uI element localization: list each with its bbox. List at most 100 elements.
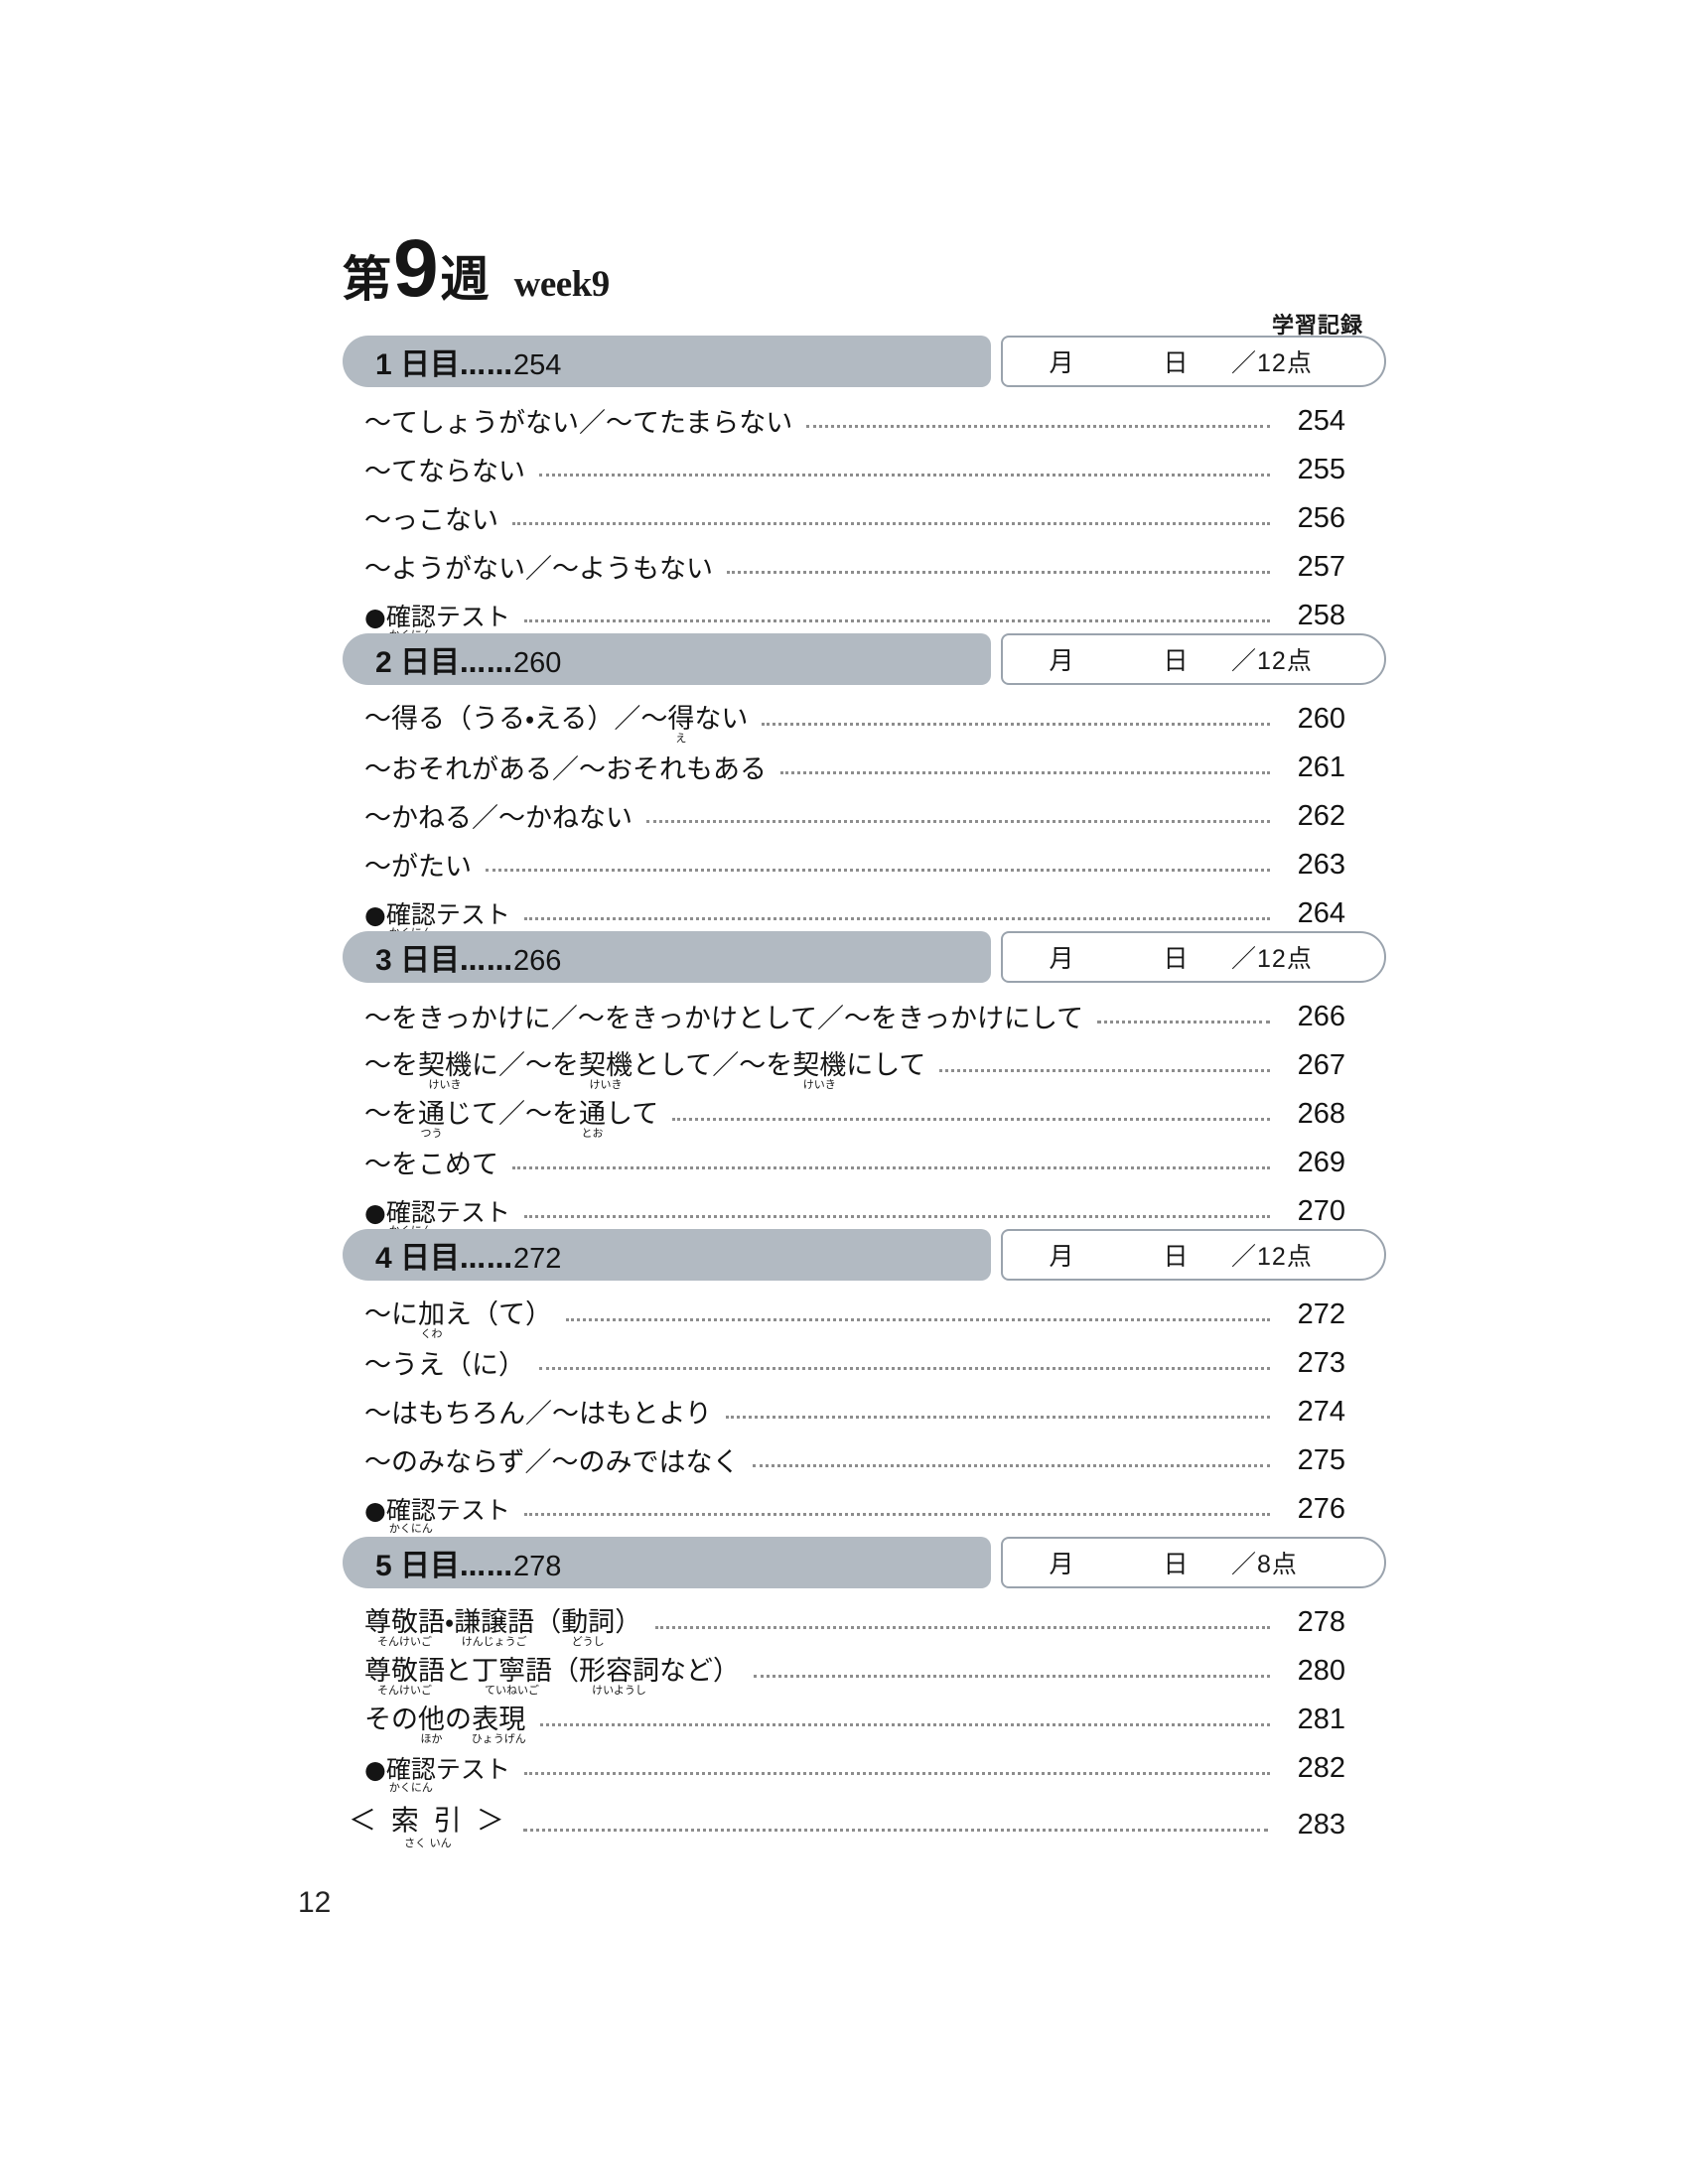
index-row[interactable]: ＜ 索 引 ＞さく いん 283 (343, 1799, 1345, 1849)
entry-row[interactable]: ～かねる／～かねない 262 (343, 792, 1345, 841)
day-header-label: 1 日目……254 (375, 340, 561, 383)
day-block: 4 日目……272 月日／12点 ～に加くわえ（て） 272 ～うえ（に） 273 ～はもち… (343, 1229, 1386, 1534)
score-field[interactable]: ／12点 (1231, 343, 1348, 379)
leader-dots (486, 869, 1270, 872)
day-field[interactable]: 日 (1163, 646, 1189, 675)
entry-title: ～がたい (364, 852, 472, 883)
score-field[interactable]: ／12点 (1231, 939, 1348, 975)
day-start-page: 272 (513, 1243, 562, 1275)
day-header-bar[interactable]: 3 日目……266 (343, 931, 991, 983)
day-field[interactable]: 日 (1163, 1550, 1189, 1578)
entry-page-number: 276 (1297, 1493, 1345, 1525)
entry-row[interactable]: ～おそれがある／～おそれもある 261 (343, 744, 1345, 792)
score-field[interactable]: ／8点 (1231, 1545, 1348, 1580)
entry-title: ～を通つうじて／～を通とおして (364, 1099, 659, 1140)
test-entry-row[interactable]: ●確認かくにんテスト 282 (343, 1744, 1345, 1793)
entry-title: ●確認かくにんテスト (364, 1755, 510, 1794)
entry-row[interactable]: ～のみならず／～のみではなく 275 (343, 1436, 1345, 1485)
day-header-label: 4 日目……272 (375, 1233, 561, 1277)
entry-title: ～をこめて (364, 1150, 498, 1180)
score-slash: ／ (1231, 1550, 1258, 1578)
study-record-box[interactable]: 月 日 ／12点 (1001, 336, 1386, 387)
entry-row[interactable]: その他ほかの表現ひょうげん 281 (343, 1696, 1345, 1744)
entry-title: ～はもちろん／～はもとより (364, 1399, 712, 1430)
entry-row[interactable]: ～をきっかけに／～をきっかけとして／～をきっかけにして 266 (343, 993, 1345, 1041)
score-total: 12点 (1257, 945, 1313, 973)
test-entry-row[interactable]: ●確認かくにんテスト 264 (343, 889, 1345, 938)
day-header-row: 4 日目……272 月 日 ／12点 (343, 1229, 1386, 1281)
day-block: 3 日目……266 月 日 ／12点 ～をきっかけに／～をきっかけとして／～をきっかけに… (343, 931, 1386, 1236)
score-field[interactable]: ／12点 (1231, 641, 1348, 677)
score-field[interactable]: ／12点 (1231, 1237, 1348, 1273)
entry-title: ～てしょうがない／～てたまらない (364, 408, 793, 439)
day-header-bar[interactable]: 2 日目……260 (343, 633, 991, 685)
entry-page-number: 280 (1297, 1655, 1345, 1687)
entry-row[interactable]: ～を契機けいきに／～を契機けいきとして／～を契機けいきにして 267 (343, 1041, 1345, 1090)
leader-dots (762, 723, 1270, 726)
month-field[interactable]: 月 (1049, 646, 1074, 675)
week-suffix-kanji: 週 (440, 251, 490, 308)
entry-row[interactable]: ～てならない 255 (343, 446, 1345, 494)
entry-list: ～をきっかけに／～をきっかけとして／～をきっかけにして 266 ～を契機けいきに／～… (343, 993, 1345, 1236)
day-start-page: 254 (513, 349, 562, 381)
leader-dots (523, 1513, 1270, 1516)
study-record-label: 学習記録 (1271, 314, 1363, 339)
entry-row[interactable]: 尊敬語そんけいごと丁寧語ていねいご（形容詞けいようしなど） 280 (343, 1647, 1345, 1696)
leader-dots (523, 917, 1270, 920)
day-word: 日目 (400, 1241, 461, 1276)
entry-title: ～のみならず／～のみではなく (364, 1447, 740, 1478)
month-field[interactable]: 月 (1049, 1242, 1074, 1271)
entry-row[interactable]: ～ようがない／～ようもない 257 (343, 543, 1345, 592)
day-field[interactable]: 日 (1163, 944, 1189, 973)
entry-title: ～てならない (364, 457, 525, 487)
day-field[interactable]: 日 (1163, 1242, 1189, 1271)
day-number: 4 (375, 1242, 401, 1275)
entry-page-number: 270 (1297, 1195, 1345, 1227)
leader-dots (512, 522, 1270, 525)
study-record-box[interactable]: 月 日 ／12点 (1001, 633, 1386, 685)
entry-row[interactable]: ～がたい 263 (343, 841, 1345, 889)
day-header-row: 2 日目……260 月 日 ／12点 (343, 633, 1386, 685)
entry-page-number: 267 (1297, 1049, 1345, 1081)
day-header-bar[interactable]: 1 日目……254 (343, 336, 991, 387)
entry-title: 尊敬語そんけいごと丁寧語ていねいご（形容詞けいようしなど） (364, 1656, 740, 1697)
leader-dots (539, 1367, 1270, 1370)
day-word: 日目 (400, 347, 461, 382)
score-total: 12点 (1257, 1243, 1313, 1271)
entry-title: ●確認かくにんテスト (364, 900, 510, 938)
entry-row[interactable]: ～に加くわえ（て） 272 (343, 1291, 1345, 1339)
study-record-box[interactable]: 月 日 ／12点 (1001, 931, 1386, 983)
entry-row[interactable]: ～はもちろん／～はもとより 274 (343, 1388, 1345, 1436)
month-field[interactable]: 月 (1049, 348, 1074, 377)
study-record-box[interactable]: 月 日 ／8点 (1001, 1537, 1386, 1588)
leader-dots (1097, 1021, 1270, 1024)
entry-title: ～得る（うる・える）／～得えない (364, 704, 749, 745)
test-entry-row[interactable]: ●確認かくにんテスト 276 (343, 1485, 1345, 1534)
entry-row[interactable]: ～うえ（に） 273 (343, 1339, 1345, 1388)
month-field[interactable]: 月 (1049, 944, 1074, 973)
entry-row[interactable]: ～得る（うる・える）／～得えない 260 (343, 695, 1345, 744)
score-total: 12点 (1257, 349, 1313, 377)
page-folio: 12 (298, 1886, 332, 1919)
score-total: 12点 (1257, 647, 1313, 675)
entry-page-number: 272 (1297, 1298, 1345, 1330)
entry-row[interactable]: ～てしょうがない／～てたまらない 254 (343, 397, 1345, 446)
entry-row[interactable]: ～をこめて 269 (343, 1139, 1345, 1187)
leader-dots (672, 1118, 1270, 1121)
entry-page-number: 269 (1297, 1147, 1345, 1178)
day-field[interactable]: 日 (1163, 348, 1189, 377)
leader-dots (539, 1723, 1270, 1726)
study-record-box[interactable]: 月 日 ／12点 (1001, 1229, 1386, 1281)
entry-row[interactable]: ～を通つうじて／～を通とおして 268 (343, 1090, 1345, 1139)
day-header-bar[interactable]: 4 日目……272 (343, 1229, 991, 1281)
entry-row[interactable]: ～っこない 256 (343, 494, 1345, 543)
month-field[interactable]: 月 (1049, 1550, 1074, 1578)
entry-page-number: 258 (1297, 600, 1345, 631)
entry-title: その他ほかの表現ひょうげん (364, 1705, 526, 1745)
entry-title: 尊敬語そんけいご・謙譲語けんじょうご（動詞どうし） (364, 1607, 642, 1648)
day-header-bar[interactable]: 5 日目……278 (343, 1537, 991, 1588)
leader-dots (754, 1675, 1270, 1678)
page-title: 第 9 週 (343, 228, 490, 311)
entry-row[interactable]: 尊敬語そんけいご・謙譲語けんじょうご（動詞どうし） 278 (343, 1598, 1345, 1647)
